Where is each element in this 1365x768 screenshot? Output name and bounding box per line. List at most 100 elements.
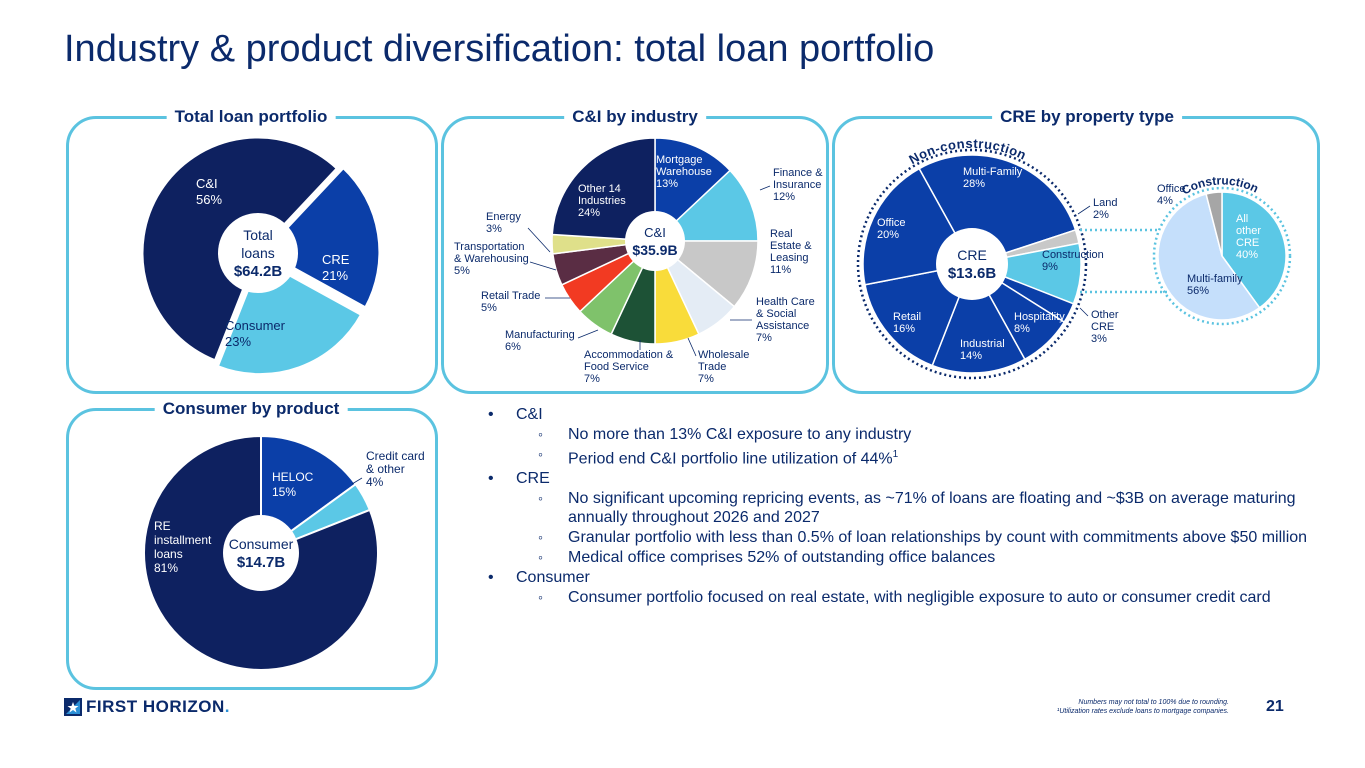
construction-label-all-other-line: CRE <box>1236 237 1259 249</box>
total-label-ci-line: 56% <box>196 192 222 207</box>
ci-label-health-care-line: & Social <box>756 308 796 320</box>
ci-label-real-estate-line: Real <box>770 228 793 240</box>
total-label-cre-line: CRE <box>322 252 350 267</box>
page-number: 21 <box>1266 698 1284 715</box>
ci-center-disc <box>625 211 685 271</box>
ci-panel-title: C&I by industry <box>564 107 706 127</box>
total-center: Total loans $64.2B <box>218 213 298 293</box>
cre-center-text-1: $13.6B <box>948 265 997 282</box>
total-center-text-2: $64.2B <box>234 263 283 280</box>
cre-label-other-line: CRE <box>1091 321 1114 333</box>
cre-label-multifamily-line: Multi-Family <box>963 166 1023 178</box>
logo-text: FIRST HORIZON. <box>86 697 230 716</box>
ci-label-wholesale-line: Wholesale <box>698 349 749 361</box>
construction-label-office-line: 4% <box>1157 195 1173 207</box>
ci-label-accommodation-line: Accommodation & <box>584 349 674 361</box>
ci-center-text-0: C&I <box>644 225 666 240</box>
cre-label-office-line: Office <box>877 217 906 229</box>
cre-label-other-line: 3% <box>1091 333 1107 345</box>
total-slice-cre <box>261 165 382 310</box>
construction-slice-all-other-cre <box>1221 191 1287 309</box>
cre-center: CRE $13.6B <box>936 228 1008 300</box>
total-label-ci-line: C&I <box>196 176 218 191</box>
ci-label-retail-trade-line: 5% <box>481 302 497 314</box>
consumer-center: Consumer $14.7B <box>223 515 299 591</box>
cre-label-other-line: Other <box>1091 309 1119 321</box>
bullet-consumer: Consumer <box>488 568 1338 587</box>
ci-center: C&I $35.9B <box>625 211 685 271</box>
cre-slice-retail <box>864 263 974 367</box>
consumer-label-re-installment-line: installment <box>154 533 212 547</box>
cre-label-office-line: 20% <box>877 229 899 241</box>
ci-label-transportation-line: 5% <box>454 265 470 277</box>
cre-center-disc <box>936 228 1008 300</box>
cre-slice-industrial <box>931 262 1026 374</box>
construction-label-all-other-line: 40% <box>1236 249 1258 261</box>
construction-label-office-line: Office <box>1157 183 1186 195</box>
leader-line <box>351 477 363 485</box>
consumer-label-credit-card-line: Credit card <box>366 449 425 463</box>
ci-label-real-estate-line: Estate & <box>770 240 812 252</box>
ci-label-retail-trade-line: Retail Trade <box>481 290 540 302</box>
construction-label-multifamily-line: 56% <box>1187 285 1209 297</box>
leader-line <box>759 185 771 191</box>
ci-label-transportation-line: Transportation <box>454 241 525 253</box>
ci-label-energy-line: Energy <box>486 211 521 223</box>
bullet-cre: CRE <box>488 469 1338 488</box>
ci-label-health-care-line: 7% <box>756 332 772 344</box>
consumer-label-heloc-line: HELOC <box>272 470 314 484</box>
construction-label-all-other-line: All <box>1236 213 1248 225</box>
ci-label-real-estate-line: 11% <box>770 264 791 276</box>
ci-label-finance-line: 12% <box>773 191 795 203</box>
cre-label-construction-line: Construction <box>1042 249 1104 261</box>
sub-bullet: Consumer portfolio focused on real estat… <box>488 588 1338 607</box>
cre-label-multifamily-line: 28% <box>963 178 985 190</box>
construction-label-all-other-line: other <box>1236 225 1261 237</box>
total-label-consumer-line: Consumer <box>225 318 286 333</box>
sub-bullet: Medical office comprises 52% of outstand… <box>488 548 1338 567</box>
total-panel-title: Total loan portfolio <box>166 107 336 127</box>
cre-label-hospitality-line: 8% <box>1014 323 1030 335</box>
ci-label-mortgage-warehouse-line: Warehouse <box>656 166 712 178</box>
ci-label-accommodation-line: Food Service <box>584 361 649 373</box>
leader-line <box>1079 307 1089 317</box>
leader-line <box>687 337 697 357</box>
ci-label-other-line: Industries <box>578 195 626 207</box>
construction-slice-multi-family <box>1157 193 1261 321</box>
sub-bullet: No significant upcoming repricing events… <box>488 489 1338 527</box>
bullet-ci: C&I <box>488 405 1338 424</box>
cre-noncon-ring <box>856 148 1088 380</box>
ci-label-accommodation-line: 7% <box>584 373 600 385</box>
cre-label-land-line: 2% <box>1093 209 1109 221</box>
ci-label-finance-line: Finance & <box>773 167 823 179</box>
construction-label-multifamily-line: Multi-family <box>1187 273 1243 285</box>
ci-label-real-estate-line: Leasing <box>770 252 809 264</box>
cre-label-retail-line: Retail <box>893 311 921 323</box>
total-center-disc <box>218 213 298 293</box>
consumer-panel-title: Consumer by product <box>154 399 348 419</box>
ci-slice-mortgage-warehouse <box>654 137 732 243</box>
ci-label-manufacturing-line: 6% <box>505 341 521 353</box>
consumer-label-credit-card-line: 4% <box>366 475 384 489</box>
consumer-label-re-installment-line: loans <box>154 547 183 561</box>
consumer-center-text-1: $14.7B <box>237 554 286 571</box>
cre-label-hospitality-line: Hospitality <box>1014 311 1065 323</box>
ci-label-finance-line: Insurance <box>773 179 821 191</box>
cre-label-retail-line: 16% <box>893 323 915 335</box>
total-label-consumer-line: 23% <box>225 334 251 349</box>
cre-label-construction-line: 9% <box>1042 261 1058 273</box>
ci-label-energy-line: 3% <box>486 223 502 235</box>
